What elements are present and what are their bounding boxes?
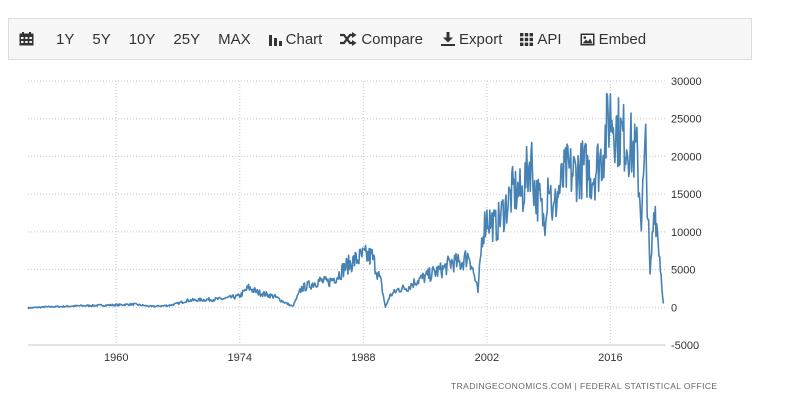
calendar-button[interactable] — [9, 19, 47, 59]
series-line — [27, 92, 665, 310]
image-icon — [580, 33, 595, 46]
y-tick-label: 0 — [671, 302, 677, 314]
range-5y-button[interactable]: 5Y — [92, 30, 111, 48]
export-label: Export — [459, 30, 503, 48]
export-button[interactable]: Export — [432, 19, 511, 59]
y-tick-label: 30000 — [671, 76, 702, 88]
bar-chart-icon — [268, 32, 282, 46]
download-icon — [441, 32, 456, 46]
x-tick-label: 1960 — [104, 352, 128, 364]
chart-label: Chart — [285, 30, 323, 48]
calendar-icon — [19, 32, 34, 46]
x-tick-label: 1974 — [228, 352, 252, 364]
api-button[interactable]: API — [511, 19, 570, 59]
y-tick-label: -5000 — [671, 340, 699, 352]
y-tick-label: 20000 — [671, 151, 702, 163]
x-tick-label: 2002 — [475, 352, 499, 364]
y-tick-label: 10000 — [671, 227, 702, 239]
source-credits: TRADINGECONOMICS.COM | FEDERAL STATISTIC… — [451, 381, 718, 391]
chart-type-button[interactable]: Chart — [260, 19, 332, 59]
x-tick-label: 2016 — [598, 352, 622, 364]
api-label: API — [537, 30, 562, 48]
embed-label: Embed — [598, 30, 647, 48]
range-max-button[interactable]: MAX — [218, 30, 251, 48]
compare-label: Compare — [361, 30, 424, 48]
shuffle-icon — [340, 32, 357, 46]
series — [27, 92, 665, 310]
line-chart: 30000 25000 20000 15000 10000 5000 0 -5000 1960 1… — [27, 76, 702, 364]
range-1y-button[interactable]: 1Y — [56, 30, 75, 48]
embed-button[interactable]: Embed — [571, 19, 656, 59]
range-25y-button[interactable]: 25Y — [173, 30, 201, 48]
chart-area: 30000 25000 20000 15000 10000 5000 0 -5000 1960 1… — [0, 64, 787, 407]
y-tick-label: 25000 — [671, 114, 702, 126]
grid-icon — [520, 32, 534, 46]
chart-toolbar: 1Y 5Y 10Y 25Y MAX Chart Compare — [8, 18, 752, 60]
y-tick-label: 5000 — [671, 265, 695, 277]
x-tick-label: 1988 — [351, 352, 375, 364]
range-10y-button[interactable]: 10Y — [128, 30, 156, 48]
y-tick-label: 15000 — [671, 189, 702, 201]
compare-button[interactable]: Compare — [331, 19, 432, 59]
axes: 30000 25000 20000 15000 10000 5000 0 -5000 1960 1… — [28, 76, 702, 364]
